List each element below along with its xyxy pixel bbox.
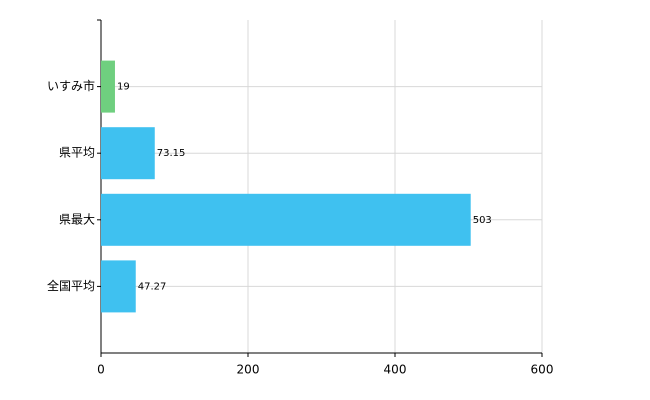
bar [101, 127, 155, 180]
x-tick-label: 400 [384, 363, 407, 377]
x-tick-label: 0 [97, 363, 105, 377]
y-tick-label: いすみ市 [47, 78, 95, 93]
value-label: 47.27 [138, 281, 167, 292]
bar [101, 60, 115, 113]
y-tick-label: 県平均 [59, 146, 95, 160]
y-tick-label: 全国平均 [47, 278, 95, 293]
bar [101, 193, 471, 246]
x-tick-label: 200 [237, 363, 260, 377]
value-label: 73.15 [157, 148, 186, 159]
bar [101, 260, 136, 313]
y-tick-label: 県最大 [59, 212, 95, 226]
x-tick-label: 600 [531, 363, 554, 377]
value-label: 503 [473, 215, 492, 226]
value-label: 19 [117, 82, 130, 93]
